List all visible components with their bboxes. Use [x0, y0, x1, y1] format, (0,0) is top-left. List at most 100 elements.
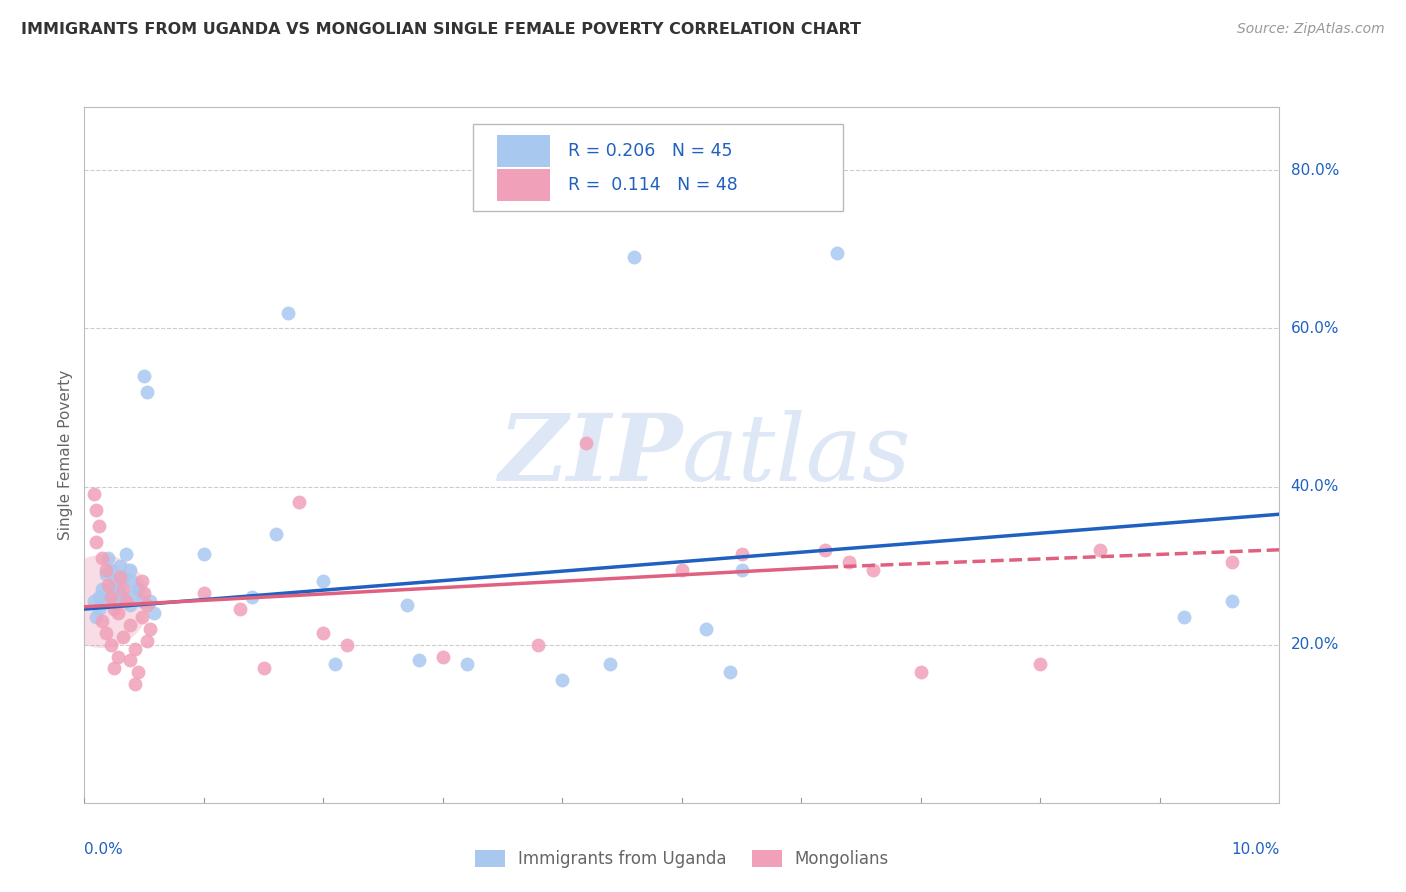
FancyBboxPatch shape	[472, 124, 844, 211]
Point	[142, 606, 165, 620]
Point	[456, 657, 478, 672]
Point	[599, 657, 621, 672]
Point	[408, 653, 430, 667]
FancyBboxPatch shape	[496, 136, 550, 167]
Point	[94, 566, 117, 581]
Point	[97, 550, 120, 565]
Point	[83, 594, 105, 608]
Point	[575, 436, 598, 450]
Point	[118, 563, 141, 577]
Point	[135, 384, 157, 399]
Point	[228, 602, 252, 616]
Point	[107, 582, 129, 597]
Point	[94, 594, 117, 608]
Legend: Immigrants from Uganda, Mongolians: Immigrants from Uganda, Mongolians	[468, 843, 896, 874]
Text: 20.0%: 20.0%	[1291, 637, 1339, 652]
Point	[103, 602, 125, 616]
Text: Source: ZipAtlas.com: Source: ZipAtlas.com	[1237, 22, 1385, 37]
Point	[323, 657, 347, 672]
Point	[115, 594, 138, 608]
Point	[827, 246, 849, 260]
Point	[100, 638, 122, 652]
Point	[87, 591, 110, 605]
Point	[731, 547, 754, 561]
Point	[718, 665, 741, 680]
Point	[121, 574, 143, 589]
Point	[432, 649, 454, 664]
Point	[103, 574, 125, 589]
Point	[396, 598, 419, 612]
Point	[110, 558, 132, 573]
Point	[139, 594, 162, 608]
Point	[264, 527, 287, 541]
Point	[107, 591, 129, 605]
Point	[110, 570, 132, 584]
Point	[100, 591, 122, 605]
FancyBboxPatch shape	[496, 169, 550, 201]
Point	[100, 582, 122, 597]
Point	[100, 563, 122, 577]
Point	[838, 555, 860, 569]
Point	[111, 591, 134, 605]
Point	[94, 563, 117, 577]
Point	[91, 550, 114, 565]
Point	[131, 610, 153, 624]
Point	[1029, 657, 1052, 672]
Point	[87, 519, 110, 533]
Text: ZIP: ZIP	[498, 410, 682, 500]
Point	[127, 665, 149, 680]
Point	[551, 673, 574, 688]
Point	[1173, 610, 1195, 624]
Point	[118, 653, 141, 667]
Text: R =  0.114   N = 48: R = 0.114 N = 48	[568, 176, 738, 194]
Point	[91, 582, 114, 597]
Text: 40.0%: 40.0%	[1291, 479, 1339, 494]
Point	[135, 598, 157, 612]
Point	[910, 665, 932, 680]
Point	[87, 602, 110, 616]
Point	[253, 661, 276, 675]
Point	[94, 625, 117, 640]
Point	[131, 574, 153, 589]
Point	[124, 586, 146, 600]
Point	[193, 547, 215, 561]
Point	[312, 574, 335, 589]
Point	[814, 542, 837, 557]
Text: 60.0%: 60.0%	[1291, 321, 1339, 336]
Text: 10.0%: 10.0%	[1232, 842, 1279, 856]
Y-axis label: Single Female Poverty: Single Female Poverty	[58, 370, 73, 540]
Text: atlas: atlas	[682, 410, 911, 500]
Point	[1088, 542, 1111, 557]
Point	[111, 582, 134, 597]
Point	[111, 570, 134, 584]
Text: IMMIGRANTS FROM UGANDA VS MONGOLIAN SINGLE FEMALE POVERTY CORRELATION CHART: IMMIGRANTS FROM UGANDA VS MONGOLIAN SING…	[21, 22, 860, 37]
Point	[336, 638, 359, 652]
Point	[86, 610, 108, 624]
Point	[91, 614, 114, 628]
Point	[115, 547, 138, 561]
Point	[86, 534, 108, 549]
Point	[312, 625, 335, 640]
Point	[695, 622, 717, 636]
Point	[862, 563, 884, 577]
Point	[118, 618, 141, 632]
Point	[124, 677, 146, 691]
Point	[288, 495, 311, 509]
Point	[124, 641, 146, 656]
Point	[193, 586, 215, 600]
Point	[132, 368, 156, 383]
Text: 80.0%: 80.0%	[1291, 163, 1339, 178]
Point	[131, 594, 153, 608]
Point	[1220, 555, 1243, 569]
Point	[671, 563, 693, 577]
Point	[276, 305, 298, 319]
Point	[86, 503, 108, 517]
Point	[103, 661, 125, 675]
Point	[527, 638, 550, 652]
Point	[83, 487, 105, 501]
Point	[623, 250, 645, 264]
Point	[118, 598, 141, 612]
Point	[139, 622, 162, 636]
Point	[135, 633, 157, 648]
Text: 0.0%: 0.0%	[84, 842, 124, 856]
